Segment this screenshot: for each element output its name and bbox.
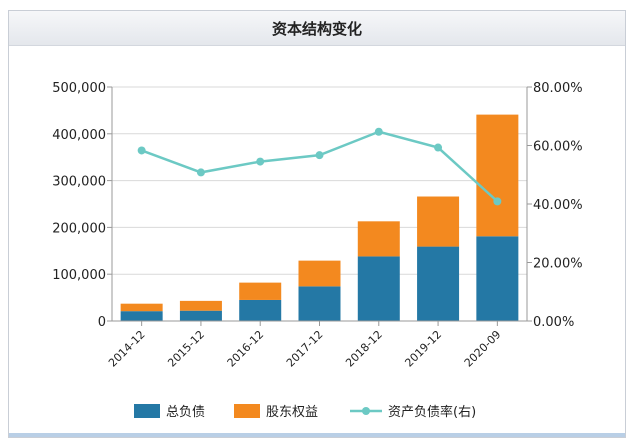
x-axis-tick-label: 2017-12 (284, 328, 326, 370)
left-axis-tick-label: 0 (98, 315, 106, 330)
legend-marker-ratio (362, 407, 370, 415)
bar-total-debt (476, 236, 519, 321)
right-axis-tick-label: 60.00% (533, 140, 583, 155)
grid-lines (112, 86, 527, 275)
panel-bottom-strip (9, 433, 625, 437)
left-axis-tick-label: 400,000 (52, 128, 106, 143)
x-axis-tick-label: 2015-12 (165, 328, 207, 370)
bar-total-debt (417, 246, 460, 321)
legend-label-ratio: 资产负债率(右) (388, 404, 476, 420)
x-axis-tick-label: 2018-12 (343, 328, 385, 370)
legend-label-shareholder-equity: 股东权益 (266, 404, 318, 420)
bars (120, 114, 519, 321)
ratio-point (256, 157, 265, 166)
bar-shareholder-equity (179, 300, 222, 311)
left-axis-tick-label: 200,000 (52, 221, 106, 236)
bar-shareholder-equity (476, 114, 519, 237)
ratio-line (137, 127, 502, 206)
right-axis-tick-label: 40.00% (533, 198, 583, 213)
ratio-point (434, 143, 443, 152)
x-axis-tick-label: 2019-12 (402, 328, 444, 370)
ratio-point (493, 197, 502, 206)
bar-shareholder-equity (357, 221, 400, 257)
legend-label-total-debt: 总负债 (166, 405, 205, 420)
legend: 总负债 股东权益 资产负债率(右) (134, 404, 476, 420)
ratio-point (137, 146, 146, 155)
bar-shareholder-equity (239, 282, 282, 300)
ratio-point (315, 151, 324, 160)
chart-title: 资本结构变化 (271, 19, 362, 38)
right-axis-tick-label: 20.00% (533, 257, 583, 272)
bar-shareholder-equity (298, 260, 341, 287)
bar-total-debt (298, 286, 341, 321)
x-axis-tick-label: 2016-12 (225, 328, 267, 370)
legend-swatch-total-debt (134, 404, 160, 418)
bar-total-debt (120, 311, 163, 321)
bar-shareholder-equity (120, 303, 163, 312)
ratio-line-path (141, 130, 499, 203)
left-axis-tick-label: 100,000 (52, 268, 106, 283)
chart-panel: 资本结构变化 (8, 10, 626, 438)
right-axis-tick-label: 0.00% (533, 315, 574, 330)
legend-swatch-shareholder-equity (234, 404, 260, 418)
x-axis-tick-label: 2014-12 (106, 328, 148, 370)
x-axis-tick-label: 2020-09 (462, 328, 504, 370)
left-axis-tick-label: 500,000 (52, 81, 106, 96)
ratio-point (374, 127, 383, 136)
bar-total-debt (179, 310, 222, 321)
right-axis-tick-label: 80.00% (533, 81, 583, 96)
left-axis-tick-label: 300,000 (52, 175, 106, 190)
bar-total-debt (239, 299, 282, 321)
bar-total-debt (357, 256, 400, 321)
panel-header: 资本结构变化 (9, 11, 625, 46)
bar-shareholder-equity (417, 196, 460, 247)
ratio-point (196, 168, 205, 177)
